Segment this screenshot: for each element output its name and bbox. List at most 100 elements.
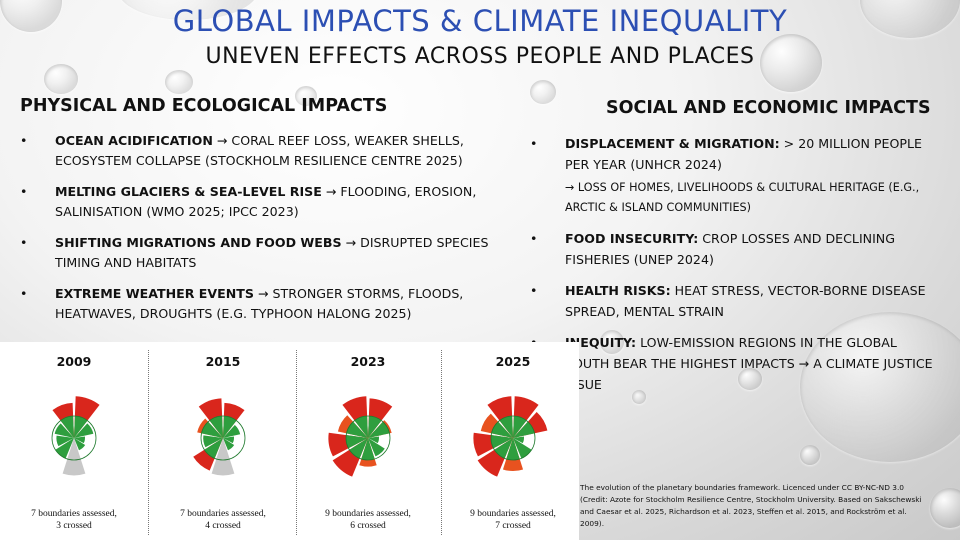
item-title: FOOD INSECURITY: xyxy=(565,231,699,246)
item-title: HEALTH RISKS: xyxy=(565,283,671,298)
water-drop xyxy=(930,488,960,528)
list-item: • DISPLACEMENT & MIGRATION: > 20 MILLION … xyxy=(530,133,935,218)
safe-sector xyxy=(513,416,527,438)
item-title: MELTING GLACIERS & SEA-LEVEL RISE xyxy=(55,184,322,199)
safe-sector xyxy=(361,438,375,461)
physical-impacts-heading: PHYSICAL AND ECOLOGICAL IMPACTS xyxy=(20,96,388,116)
water-drop xyxy=(800,445,820,465)
safe-boundary-ring xyxy=(345,415,391,461)
water-drop xyxy=(530,80,556,104)
list-item: • MELTING GLACIERS & SEA-LEVEL RISE → FLO… xyxy=(20,182,500,222)
water-drop xyxy=(760,34,822,92)
safe-sector xyxy=(368,436,379,444)
slide-subtitle: UNEVEN EFFECTS ACROSS PEOPLE AND PLACES xyxy=(205,44,755,69)
safe-sector xyxy=(223,424,241,438)
safe-sector xyxy=(349,438,368,459)
safe-sector xyxy=(491,421,513,438)
divider xyxy=(296,350,297,535)
boundary-wheel-icon xyxy=(51,396,100,476)
boundary-panel-2015: 2015 7 boundaries assessed, 4 crossed xyxy=(151,342,295,540)
safe-sector xyxy=(74,423,94,438)
unassessed-sector xyxy=(211,438,235,476)
safe-sector xyxy=(346,435,368,449)
safe-sector xyxy=(223,436,234,444)
item-title: DISPLACEMENT & MIGRATION: xyxy=(565,136,780,151)
list-item: • EXTREME WEATHER EVENTS → STRONGER STORM… xyxy=(20,284,500,324)
safe-sector xyxy=(513,438,532,459)
water-drop xyxy=(44,64,78,94)
safe-sector xyxy=(60,416,74,438)
physical-impacts-list: • OCEAN ACIDIFICATION → CORAL REEF LOSS, … xyxy=(20,131,500,335)
item-title: OCEAN ACIDIFICATION xyxy=(55,133,213,148)
list-item: • OCEAN ACIDIFICATION → CORAL REEF LOSS, … xyxy=(20,131,500,171)
water-drop xyxy=(118,0,258,20)
bullet: • xyxy=(530,283,538,298)
bullet: • xyxy=(20,286,28,301)
safe-sector xyxy=(203,435,223,448)
safe-sector xyxy=(491,435,513,449)
divider xyxy=(441,350,442,535)
panel-year: 2025 xyxy=(495,354,531,369)
safe-sector xyxy=(346,421,368,438)
bullet: • xyxy=(20,184,28,199)
item-text: → STRONGER STORMS, FLOODS, HEATWAVES, DR… xyxy=(55,286,464,321)
list-item: • FOOD INSECURITY: CROP LOSSES AND DECLIN… xyxy=(530,228,935,270)
unassessed-sector xyxy=(62,438,86,476)
safe-sector xyxy=(506,438,520,461)
panel-year: 2009 xyxy=(56,354,92,369)
safe-sector xyxy=(204,438,223,459)
bullet: • xyxy=(20,133,28,148)
boundary-panel-2023: 2023 9 boundaries assessed, 6 crossed xyxy=(296,342,440,540)
item-text: → DISRUPTED SPECIES TIMING AND HABITATS xyxy=(55,235,489,270)
bullet: • xyxy=(530,136,538,151)
safe-sector xyxy=(499,416,513,438)
safe-sector xyxy=(368,421,390,438)
safe-sector xyxy=(74,438,86,451)
boundary-panel-2025: 2025 9 boundaries assessed, 7 crossed xyxy=(441,342,585,540)
item-title: INEQUITY: xyxy=(565,335,637,350)
safe-sector xyxy=(368,416,382,438)
safe-sector xyxy=(223,438,235,451)
safe-boundary-ring xyxy=(200,415,246,461)
item-text: → FLOODING, EROSION, SALINISATION (WMO 2… xyxy=(55,184,477,219)
safe-boundary-ring xyxy=(490,415,536,461)
figure-credit: The evolution of the planetary boundarie… xyxy=(580,483,922,528)
safe-sector xyxy=(54,423,74,438)
water-drop xyxy=(738,368,762,390)
boundary-panel-2009: 2009 7 boundaries assessed, 3 crossed xyxy=(2,342,146,540)
item-text: → CORAL REEF LOSS, WEAKER SHELLS, ECOSYS… xyxy=(55,133,464,168)
panel-year: 2023 xyxy=(350,354,386,369)
boundary-wheel-icon xyxy=(193,398,246,476)
water-drop xyxy=(165,70,193,94)
panel-caption: 9 boundaries assessed, 7 crossed xyxy=(470,509,556,531)
water-drop xyxy=(800,312,960,462)
list-item: •INEQUITY: LOW-EMISSION REGIONS IN THE G… xyxy=(530,332,935,395)
item-title: SHIFTING MIGRATIONS AND FOOD WEBS xyxy=(55,235,342,250)
item-text: HEAT STRESS, VECTOR-BORNE DISEASE SPREAD… xyxy=(565,283,926,319)
item-text: > 20 MILLION PEOPLE PER YEAR (UNHCR 2024… xyxy=(565,136,922,172)
water-drop xyxy=(295,86,317,106)
safe-sector xyxy=(74,416,88,438)
planetary-boundaries-figure: 2009 7 boundaries assessed, 3 crossed 201… xyxy=(0,342,579,540)
bullet: • xyxy=(20,235,28,250)
safe-boundary-ring xyxy=(51,415,97,461)
safe-sector xyxy=(201,421,223,438)
divider xyxy=(148,350,149,535)
safe-sector xyxy=(55,438,74,459)
list-item: • SHIFTING MIGRATIONS AND FOOD WEBS → DIS… xyxy=(20,233,500,273)
list-item: • HEALTH RISKS: HEAT STRESS, VECTOR-BORNE… xyxy=(530,280,935,322)
social-impacts-list: • DISPLACEMENT & MIGRATION: > 20 MILLION … xyxy=(530,133,935,405)
boundary-wheel-icon xyxy=(473,396,548,477)
safe-sector xyxy=(56,435,74,447)
safe-sector xyxy=(74,436,85,444)
social-impacts-heading: SOCIAL AND ECONOMIC IMPACTS xyxy=(606,98,931,118)
item-text: CROP LOSSES AND DECLINING FISHERIES (UNE… xyxy=(565,231,895,267)
panel-caption: 9 boundaries assessed, 6 crossed xyxy=(325,509,411,531)
water-drop xyxy=(600,330,624,354)
slide-title: GLOBAL IMPACTS & CLIMATE INEQUALITY xyxy=(172,4,788,38)
panel-caption: 7 boundaries assessed, 4 crossed xyxy=(180,509,266,531)
safe-sector xyxy=(513,436,524,444)
safe-sector xyxy=(209,416,223,438)
safe-sector xyxy=(354,416,368,438)
bullet: • xyxy=(530,231,538,246)
